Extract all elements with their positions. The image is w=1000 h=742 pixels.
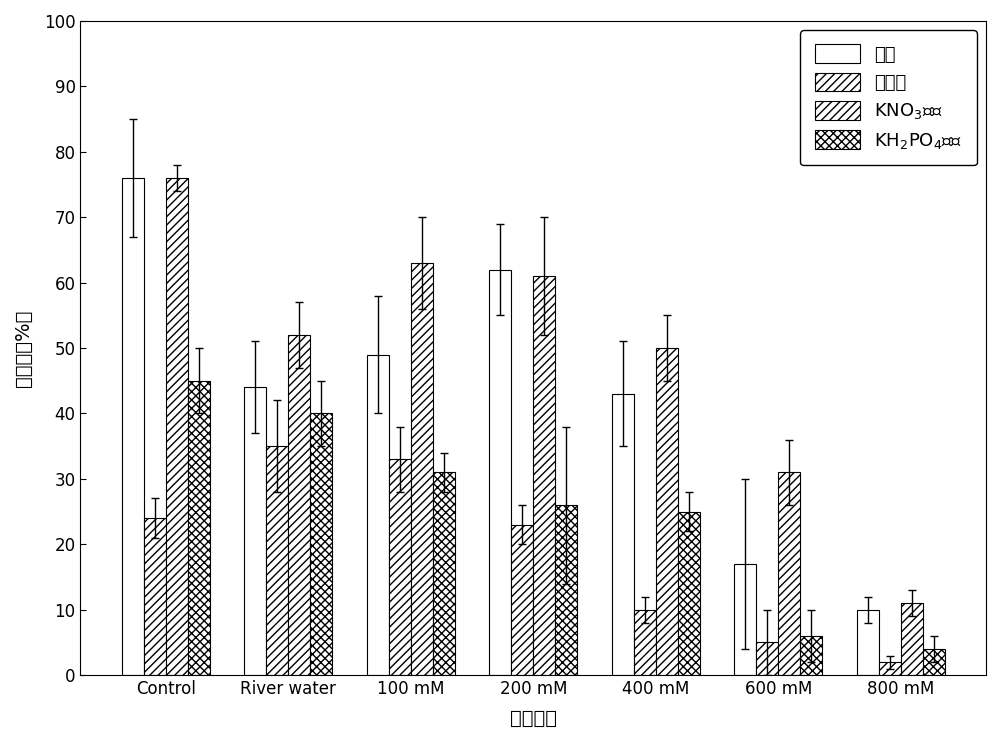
Bar	[778, 473, 800, 675]
Bar	[244, 387, 266, 675]
Bar	[612, 394, 634, 675]
Bar	[756, 643, 778, 675]
Bar	[879, 662, 901, 675]
Bar	[901, 603, 923, 675]
Bar	[389, 459, 411, 675]
Bar	[656, 348, 678, 675]
Bar	[533, 276, 555, 675]
Bar	[122, 178, 144, 675]
Bar	[734, 564, 756, 675]
Bar	[310, 413, 332, 675]
Bar	[188, 381, 210, 675]
Bar	[367, 355, 389, 675]
X-axis label: 盐分含量: 盐分含量	[510, 709, 557, 728]
Bar	[923, 649, 945, 675]
Bar	[489, 269, 511, 675]
Bar	[411, 263, 433, 675]
Legend: 对照, 水引发, KNO$_3$引发, KH$_2$PO$_4$引发: 对照, 水引发, KNO$_3$引发, KH$_2$PO$_4$引发	[800, 30, 977, 165]
Bar	[266, 446, 288, 675]
Bar	[555, 505, 577, 675]
Y-axis label: 出芽率（%）: 出芽率（%）	[14, 309, 33, 387]
Bar	[678, 511, 700, 675]
Bar	[634, 610, 656, 675]
Bar	[857, 610, 879, 675]
Bar	[288, 335, 310, 675]
Bar	[800, 636, 822, 675]
Bar	[511, 525, 533, 675]
Bar	[166, 178, 188, 675]
Bar	[433, 473, 455, 675]
Bar	[144, 518, 166, 675]
